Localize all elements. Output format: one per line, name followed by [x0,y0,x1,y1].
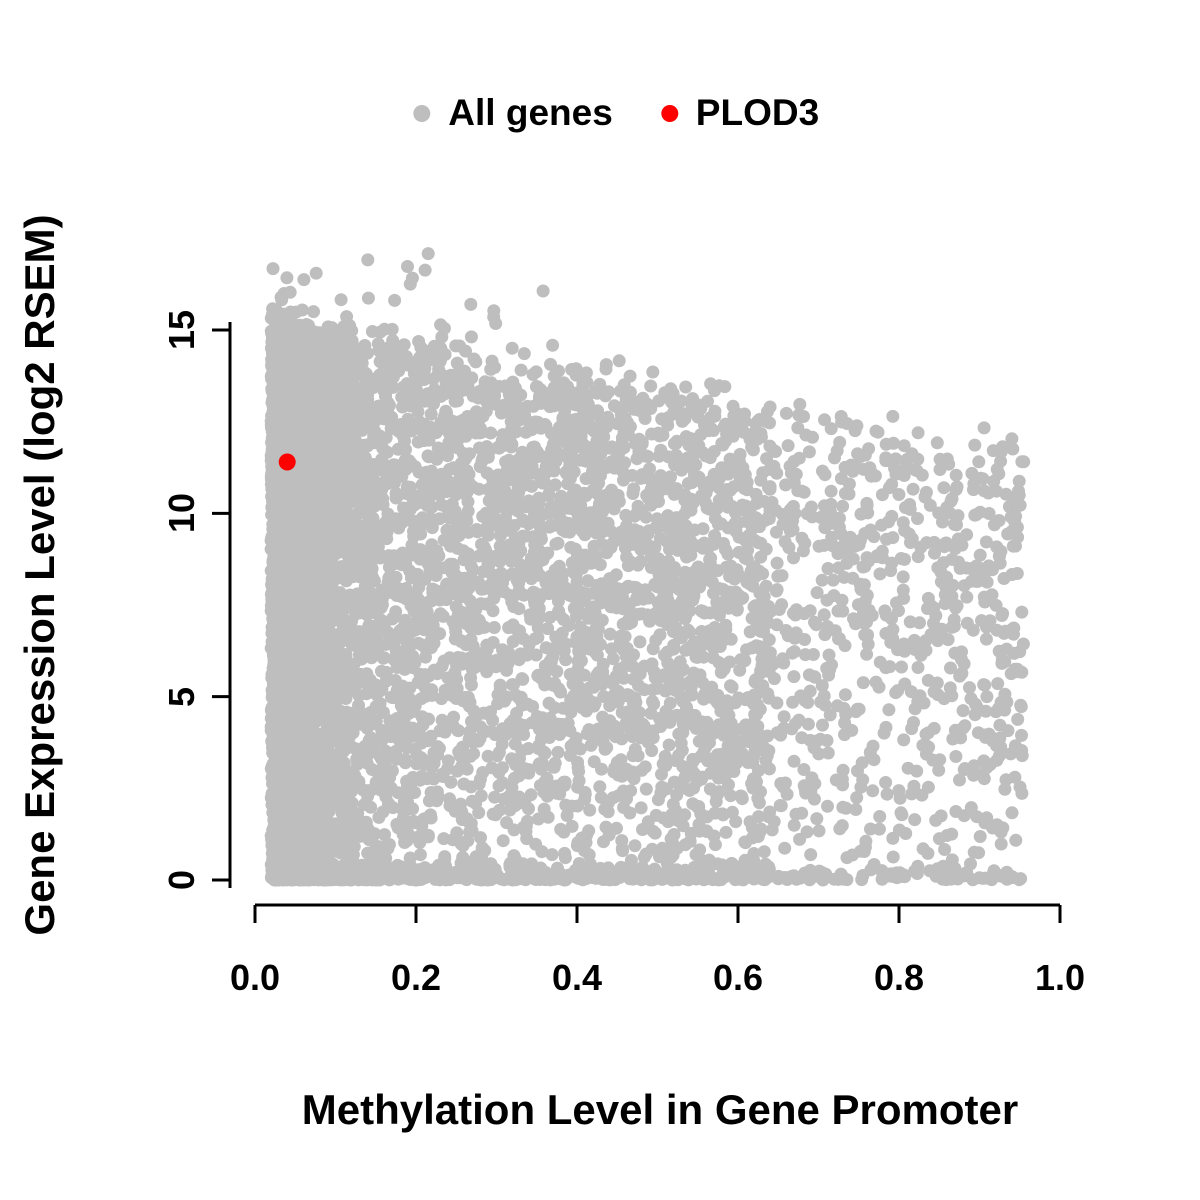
x-axis-tick-label: 1.0 [1034,957,1086,998]
x-axis-tick-label: 0.6 [712,957,764,998]
x-axis-tick-label: 0.0 [229,957,281,998]
y-axis-title: Gene Expression Level (log2 RSEM) [16,214,63,936]
x-axis-tick-label: 0.2 [390,957,442,998]
plod3-marker-icon [660,104,678,122]
all-genes-marker-icon [413,104,431,122]
y-axis-tick-label: 10 [161,493,202,534]
x-axis-title: Methylation Level in Gene Promoter [301,1086,1019,1133]
legend: All genes PLOD3 [413,92,819,134]
x-axis-tick-label: 0.4 [551,957,603,998]
legend-label-all-genes: All genes [448,92,613,133]
y-axis-tick-label: 15 [161,309,202,351]
legend-item-all-genes: All genes [413,92,613,134]
legend-label-plod3: PLOD3 [695,92,820,133]
y-axis-tick-label: 0 [161,869,202,891]
legend-item-plod3: PLOD3 [660,92,820,134]
x-axis-tick-label: 0.8 [873,957,925,998]
y-axis-tick-label: 5 [161,686,202,707]
